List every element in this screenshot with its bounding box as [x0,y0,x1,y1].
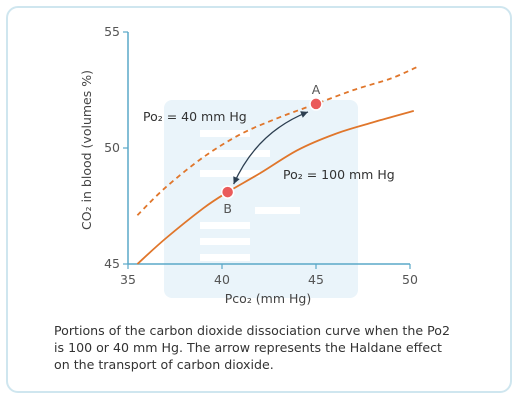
caption-line-3: on the transport of carbon dioxide. [54,357,274,372]
x-tick-label: 50 [402,272,418,287]
curve-po2-100-solid [136,110,415,265]
x-tick-label: 40 [214,272,230,287]
x-tick-label: 45 [308,272,324,287]
caption-line-1: Portions of the carbon dioxide dissociat… [54,323,450,338]
curve-po2-40-dashed [136,65,418,216]
point-label-a: A [312,82,321,97]
axes: 35 40 45 50 45 50 55 [104,24,418,287]
arrowhead-to-a [300,111,308,118]
point-b [220,185,235,199]
series-label-po2-40: Po₂ = 40 mm Hg [143,109,247,124]
figure-caption: Portions of the carbon dioxide dissociat… [54,322,494,373]
y-tick-label: 55 [104,24,120,39]
watermark [164,100,358,298]
series-label-po2-100: Po₂ = 100 mm Hg [283,167,395,182]
arrowhead-to-b [233,176,240,185]
haldane-arrow-layer [233,111,309,185]
points-layer: AB [220,82,323,216]
y-tick-label: 50 [104,140,120,155]
y-axis-title: CO₂ in blood (volumes %) [79,70,94,230]
series-layer [136,65,418,265]
x-tick-label: 35 [120,272,136,287]
point-a [309,97,323,111]
x-axis-title: Pco₂ (mm Hg) [225,291,311,306]
y-tick-label: 45 [104,256,120,271]
caption-line-2: is 100 or 40 mm Hg. The arrow represents… [54,340,442,355]
haldane-arrow [233,111,309,185]
point-label-b: B [223,201,232,216]
